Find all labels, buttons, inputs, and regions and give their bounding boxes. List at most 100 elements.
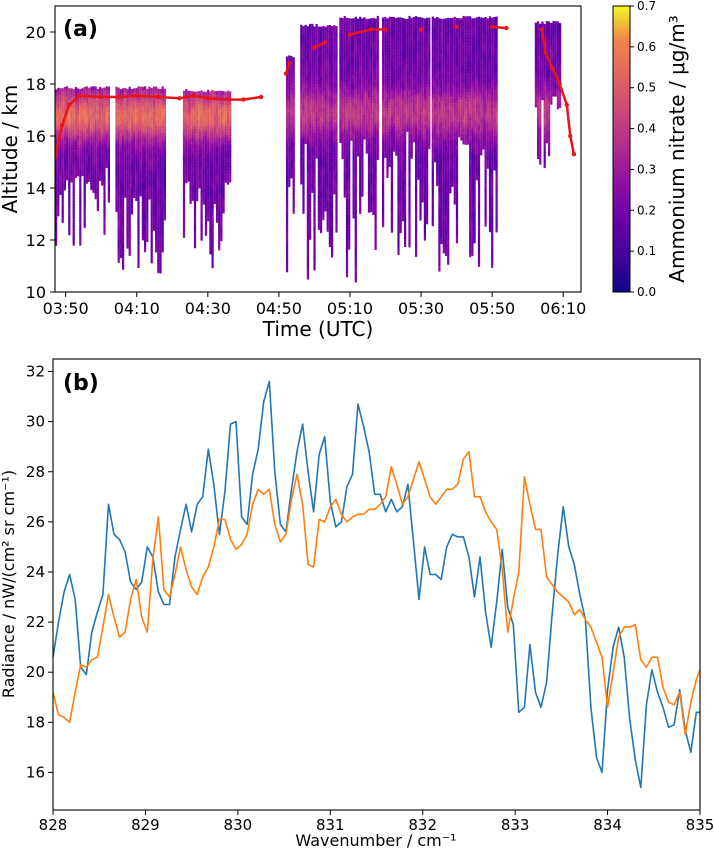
heatmap-cell xyxy=(117,249,120,254)
heatmap-cell xyxy=(94,192,97,197)
heatmap-cell xyxy=(79,160,82,165)
heatmap-cell xyxy=(309,123,312,128)
heatmap-cell xyxy=(107,173,110,178)
heatmap-cell xyxy=(155,170,158,175)
heatmap-cell xyxy=(302,26,305,30)
heatmap-cell xyxy=(137,195,140,200)
heatmap-cell xyxy=(313,88,316,93)
heatmap-cell xyxy=(361,93,364,97)
heatmap-cell xyxy=(59,150,62,155)
heatmap-cell xyxy=(68,178,71,183)
heatmap-cell xyxy=(146,197,149,202)
heatmap-cell xyxy=(302,104,305,108)
heatmap-cell xyxy=(117,171,120,176)
heatmap-cell xyxy=(198,125,201,130)
heatmap-cell xyxy=(137,123,140,128)
heatmap-cell xyxy=(119,198,122,203)
heatmap-cell xyxy=(135,91,138,95)
heatmap-cell xyxy=(189,134,192,139)
heatmap-cell xyxy=(150,150,153,155)
heatmap-cell xyxy=(191,169,194,173)
heatmap-cell xyxy=(122,219,125,223)
heatmap-cell xyxy=(209,172,212,177)
heatmap-cell xyxy=(115,92,118,97)
heatmap-cell xyxy=(79,176,82,181)
heatmap-cell xyxy=(68,94,71,98)
heatmap-cell xyxy=(341,102,344,107)
heatmap-cell xyxy=(144,198,147,203)
heatmap-cell xyxy=(141,105,144,110)
heatmap-cell xyxy=(119,226,122,231)
heatmap-cell xyxy=(79,229,82,234)
heatmap-cell xyxy=(213,162,216,167)
heatmap-cell xyxy=(335,219,338,224)
heatmap-cell xyxy=(354,16,357,21)
heatmap-cell xyxy=(68,109,71,114)
heatmap-cell xyxy=(135,159,138,164)
heatmap-cell xyxy=(61,128,64,133)
heatmap-cell xyxy=(68,106,71,111)
heatmap-cell xyxy=(144,229,147,234)
heatmap-cell xyxy=(146,213,149,218)
heatmap-cell xyxy=(144,108,147,112)
heatmap-cell xyxy=(55,195,58,199)
heatmap-cell xyxy=(341,149,344,153)
heatmap-cell xyxy=(122,247,125,252)
heatmap-cell xyxy=(335,79,338,83)
heatmap-cell xyxy=(103,115,106,120)
heatmap-cell xyxy=(72,101,75,106)
heatmap-cell xyxy=(218,240,221,245)
heatmap-cell xyxy=(68,131,71,136)
heatmap-cell xyxy=(55,104,58,109)
heatmap-cell xyxy=(122,194,125,199)
heatmap-cell xyxy=(339,17,342,22)
heatmap-cell xyxy=(81,141,84,145)
heatmap-cell xyxy=(79,204,82,209)
heatmap-cell xyxy=(107,170,110,175)
heatmap-cell xyxy=(61,175,64,180)
heatmap-cell xyxy=(70,128,73,133)
heatmap-cell xyxy=(96,151,99,155)
heatmap-cell xyxy=(105,164,108,168)
heatmap-cell xyxy=(130,201,133,206)
heatmap-cell xyxy=(105,89,108,94)
heatmap-cell xyxy=(135,88,138,92)
heatmap-cell xyxy=(313,229,316,233)
heatmap-cell xyxy=(55,89,58,93)
heatmap-cell xyxy=(103,212,106,217)
heatmap-cell xyxy=(92,111,95,115)
heatmap-cell xyxy=(117,162,120,167)
heatmap-cell xyxy=(57,125,60,129)
heatmap-cell xyxy=(55,232,58,237)
heatmap-cell xyxy=(96,198,99,202)
heatmap-cell xyxy=(207,89,210,94)
heatmap-cell xyxy=(94,123,97,128)
heatmap-cell xyxy=(103,162,106,167)
heatmap-cell xyxy=(105,126,108,131)
heatmap-cell xyxy=(126,182,129,187)
heatmap-cell xyxy=(105,86,108,90)
heatmap-cell xyxy=(92,123,95,128)
heatmap-cell xyxy=(70,153,73,158)
heatmap-cell xyxy=(148,170,151,175)
heatmap-cell xyxy=(70,175,73,180)
heatmap-cell xyxy=(146,207,149,211)
heatmap-cell xyxy=(148,180,151,184)
heatmap-cell xyxy=(331,132,334,136)
heatmap-cell xyxy=(146,129,149,133)
heatmap-cell xyxy=(326,25,329,29)
heatmap-cell xyxy=(306,66,309,71)
heatmap-cell xyxy=(55,136,58,140)
heatmap-cell xyxy=(70,163,73,167)
heatmap-cell xyxy=(345,45,349,50)
heatmap-cell xyxy=(63,93,66,97)
heatmap-cell xyxy=(328,25,331,29)
heatmap-cell xyxy=(59,107,62,111)
heatmap-cell xyxy=(61,153,64,158)
heatmap-cell xyxy=(61,113,64,117)
heatmap-cell xyxy=(117,103,120,107)
heatmap-cell xyxy=(77,129,80,133)
heatmap-cell xyxy=(130,132,133,137)
heatmap-cell xyxy=(146,201,149,205)
